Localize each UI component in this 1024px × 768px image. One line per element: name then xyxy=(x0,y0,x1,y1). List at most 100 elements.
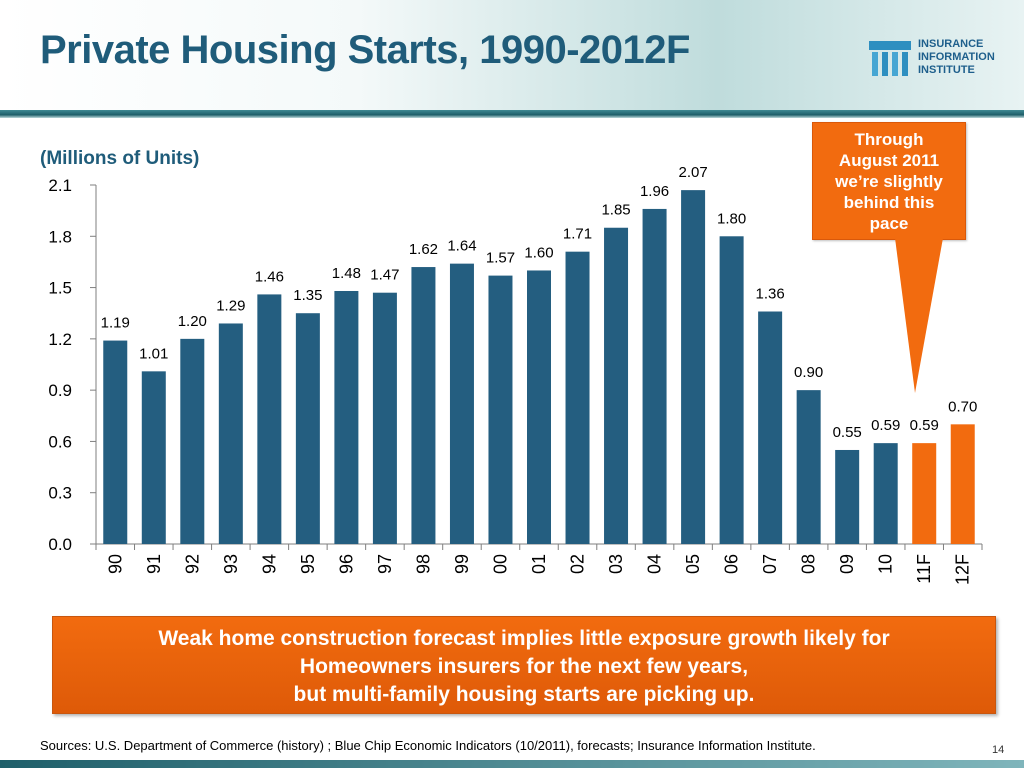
callout-line: we’re slightly xyxy=(835,172,943,191)
bar-08 xyxy=(796,390,821,544)
bar-95 xyxy=(295,313,320,544)
x-tick-label: 11F xyxy=(914,554,934,584)
bar-10 xyxy=(873,443,898,544)
bar-96 xyxy=(334,290,359,544)
bar-97 xyxy=(372,292,397,544)
x-tick-label: 99 xyxy=(452,554,472,574)
value-label: 1.01 xyxy=(139,345,168,362)
message-line: but multi-family housing starts are pick… xyxy=(293,683,755,706)
y-tick-label: 1.8 xyxy=(48,227,72,246)
bar-94 xyxy=(257,294,282,544)
y-tick-label: 0.3 xyxy=(48,484,72,503)
logo-wordmark: INSURANCE INFORMATION INSTITUTE xyxy=(918,38,995,77)
bar-93 xyxy=(218,323,243,544)
value-label: 1.96 xyxy=(640,183,669,200)
y-tick-labels: 0.0 0.3 0.6 0.9 1.2 1.5 1.8 2.1 xyxy=(48,176,72,554)
message-line: Weak home construction forecast implies … xyxy=(158,627,890,650)
slide-title: Private Housing Starts, 1990-2012F xyxy=(40,28,690,72)
x-tick-labels: 90 91 92 93 94 95 96 97 98 99 00 01 02 03 04 05 06 07 08 09… xyxy=(105,554,972,585)
value-label: 1.29 xyxy=(216,297,245,314)
callout-pointer xyxy=(895,238,943,393)
x-tick-label: 95 xyxy=(298,554,318,574)
value-label: 1.47 xyxy=(370,267,399,284)
message-box: Weak home construction forecast implies … xyxy=(52,616,996,714)
y-tick-label: 0.6 xyxy=(48,432,72,451)
value-label: 1.46 xyxy=(255,268,284,285)
x-tick-label: 04 xyxy=(645,554,665,574)
x-tick-label: 03 xyxy=(606,554,626,574)
value-label: 1.48 xyxy=(332,265,361,282)
value-label: 2.07 xyxy=(678,164,707,181)
y-tick-label: 0.9 xyxy=(48,381,72,400)
y-tick-label: 0.0 xyxy=(48,535,72,554)
x-tick-label: 97 xyxy=(375,554,395,574)
callout-line: Through xyxy=(854,130,924,149)
bar-99 xyxy=(449,263,474,544)
x-tick-label: 06 xyxy=(722,554,742,574)
bar-07 xyxy=(758,311,783,544)
x-tick-label: 08 xyxy=(799,554,819,574)
value-label: 1.57 xyxy=(486,250,515,267)
x-tick-label: 91 xyxy=(144,554,164,574)
callout-line: pace xyxy=(869,214,909,233)
bar-11F xyxy=(912,443,937,544)
bar-09 xyxy=(835,449,860,544)
value-label: 0.59 xyxy=(910,417,939,434)
y-tick-label: 2.1 xyxy=(48,176,72,195)
footer-bar xyxy=(0,760,1024,768)
callout-line: behind this xyxy=(843,193,935,212)
value-label: 1.85 xyxy=(601,202,630,219)
bar-04 xyxy=(642,208,667,544)
bar-91 xyxy=(141,371,166,544)
bar-01 xyxy=(527,270,551,544)
housing-starts-bar-chart: (Millions of Units) 1.19 1.01 1.20 1.29 1.46… xyxy=(40,148,983,585)
x-tick-label: 90 xyxy=(105,554,125,574)
logo-line: INSTITUTE xyxy=(918,64,975,76)
bar-12F xyxy=(950,424,975,544)
iii-logo-icon xyxy=(869,41,911,76)
x-tick-label: 10 xyxy=(876,554,896,574)
x-tick-label: 02 xyxy=(568,554,588,574)
message-line: Homeowners insurers for the next few yea… xyxy=(299,655,749,678)
y-tick-label: 1.2 xyxy=(48,330,72,349)
bar-06 xyxy=(719,236,744,544)
header-band xyxy=(0,0,1024,112)
value-label: 0.70 xyxy=(948,398,977,415)
x-tick-label: 00 xyxy=(490,554,510,574)
bar-92 xyxy=(180,338,205,544)
x-tick-label: 94 xyxy=(259,554,279,574)
value-label: 1.64 xyxy=(447,238,476,255)
iii-logo: INSURANCE INFORMATION INSTITUTE xyxy=(868,36,1018,80)
bar-03 xyxy=(604,227,629,544)
callout-box: Through August 2011 we’re slightly behin… xyxy=(812,122,966,240)
value-label: 0.55 xyxy=(833,424,862,441)
value-labels: 1.19 1.01 1.20 1.29 1.46 1.35 1.48 1.47 1.62 1.64… xyxy=(101,164,978,441)
value-label: 0.59 xyxy=(871,417,900,434)
value-label: 1.60 xyxy=(524,244,553,261)
page-number: 14 xyxy=(992,744,1005,756)
header-rule xyxy=(0,110,1024,118)
x-tick-label: 05 xyxy=(683,554,703,574)
value-label: 0.90 xyxy=(794,364,823,381)
bar-05 xyxy=(681,190,706,544)
y-tick-label: 1.5 xyxy=(48,279,72,298)
x-tick-label: 07 xyxy=(760,554,780,574)
value-label: 1.35 xyxy=(293,287,322,304)
x-tick-label: 92 xyxy=(182,554,202,574)
x-tick-label: 93 xyxy=(221,554,241,574)
value-label: 1.36 xyxy=(756,286,785,303)
x-tick-label: 98 xyxy=(413,554,433,574)
x-tick-label: 96 xyxy=(336,554,356,574)
callout-line: August 2011 xyxy=(838,151,940,170)
y-axis-label: (Millions of Units) xyxy=(40,148,199,169)
value-label: 1.80 xyxy=(717,210,746,227)
value-label: 1.20 xyxy=(178,313,207,330)
bars xyxy=(103,190,975,544)
value-label: 1.71 xyxy=(563,226,592,243)
value-label: 1.19 xyxy=(101,315,130,332)
x-tick-label: 09 xyxy=(837,554,857,574)
logo-line: INSURANCE xyxy=(918,38,984,50)
logo-line: INFORMATION xyxy=(918,51,995,63)
bar-90 xyxy=(103,340,128,544)
bar-02 xyxy=(565,251,590,544)
